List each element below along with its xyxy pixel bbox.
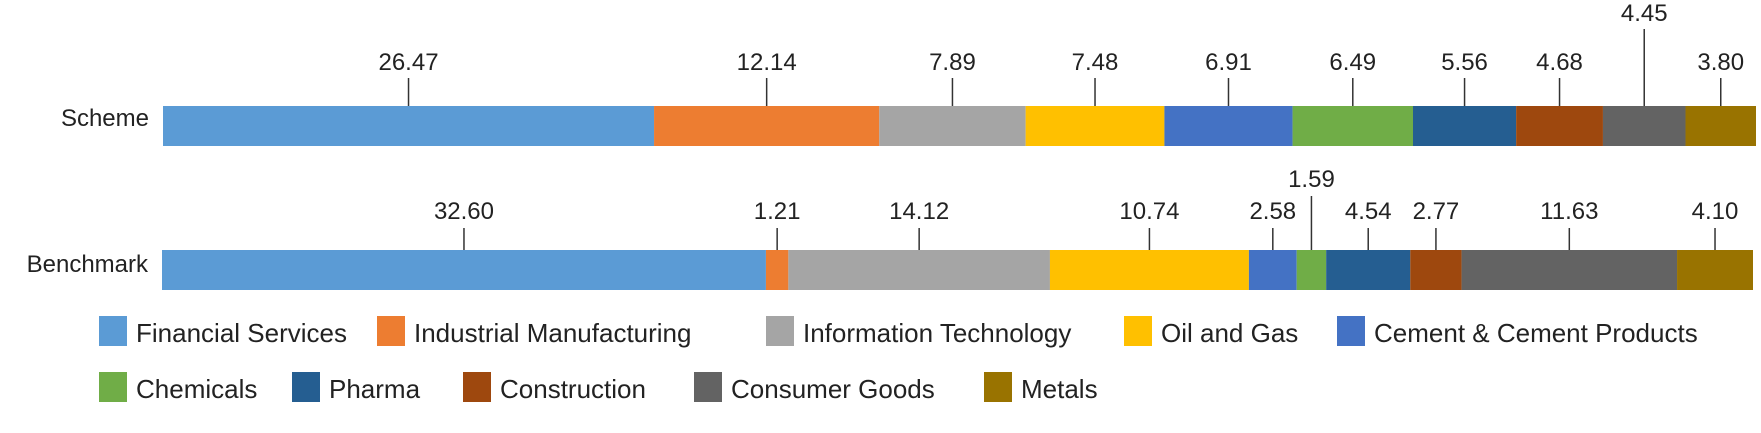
data-label-scheme-chemicals: 6.49 xyxy=(1329,49,1376,76)
data-label-benchmark-financial-services: 32.60 xyxy=(434,198,494,225)
legend-swatch-chemicals xyxy=(99,372,127,402)
bar-segment-scheme-information-technology xyxy=(879,106,1026,146)
bar-segment-benchmark-construction xyxy=(1410,250,1462,290)
legend-label-consumer-goods: Consumer Goods xyxy=(731,374,935,404)
legend-label-construction: Construction xyxy=(500,374,646,404)
bar-segment-benchmark-chemicals xyxy=(1296,250,1327,290)
legend-swatch-oil-and-gas xyxy=(1124,316,1152,346)
bar-segment-benchmark-consumer-goods xyxy=(1461,250,1678,290)
legend-swatch-financial-services xyxy=(99,316,127,346)
legend-swatch-metals xyxy=(984,372,1012,402)
category-label-scheme: Scheme xyxy=(61,105,149,132)
data-label-scheme-consumer-goods: 4.45 xyxy=(1621,0,1668,27)
legend-swatch-pharma xyxy=(292,372,320,402)
bar-segment-benchmark-metals xyxy=(1677,250,1753,290)
data-label-benchmark-metals: 4.10 xyxy=(1692,198,1739,225)
bar-segment-benchmark-information-technology xyxy=(788,250,1050,290)
legend-swatch-construction xyxy=(463,372,491,402)
bar-segment-scheme-oil-and-gas xyxy=(1025,106,1165,146)
data-label-scheme-financial-services: 26.47 xyxy=(378,49,438,76)
legend-label-information-technology: Information Technology xyxy=(803,318,1071,348)
legend-swatch-consumer-goods xyxy=(694,372,722,402)
data-label-benchmark-information-technology: 14.12 xyxy=(889,198,949,225)
bar-segment-scheme-financial-services xyxy=(163,106,655,146)
data-label-benchmark-consumer-goods: 11.63 xyxy=(1540,198,1598,225)
data-label-scheme-construction: 4.68 xyxy=(1536,49,1583,76)
legend-label-metals: Metals xyxy=(1021,374,1098,404)
bar-segment-scheme-cement-and-cement-products xyxy=(1164,106,1293,146)
legend-label-pharma: Pharma xyxy=(329,374,421,404)
data-label-benchmark-industrial-manufacturing: 1.21 xyxy=(754,198,801,225)
category-label-benchmark: Benchmark xyxy=(27,251,149,278)
legend-swatch-industrial-manufacturing xyxy=(377,316,405,346)
legend-swatch-cement-and-cement-products xyxy=(1337,316,1365,346)
legend-swatch-information-technology xyxy=(766,316,794,346)
bar-segment-benchmark-oil-and-gas xyxy=(1049,250,1249,290)
bar-segment-benchmark-industrial-manufacturing xyxy=(765,250,789,290)
bar-segment-scheme-chemicals xyxy=(1292,106,1413,146)
legend-label-chemicals: Chemicals xyxy=(136,374,257,404)
bar-segment-benchmark-pharma xyxy=(1326,250,1411,290)
bar-segment-scheme-pharma xyxy=(1412,106,1517,146)
data-label-benchmark-cement-and-cement-products: 2.58 xyxy=(1249,198,1296,225)
bar-segment-scheme-construction xyxy=(1516,106,1603,146)
legend-label-cement-and-cement-products: Cement & Cement Products xyxy=(1374,318,1698,348)
bar-segment-scheme-industrial-manufacturing xyxy=(654,106,880,146)
data-label-benchmark-pharma: 4.54 xyxy=(1345,198,1392,225)
data-label-scheme-metals: 3.80 xyxy=(1697,49,1744,76)
data-label-scheme-oil-and-gas: 7.48 xyxy=(1072,49,1119,76)
bar-segment-scheme-consumer-goods xyxy=(1602,106,1686,146)
data-label-scheme-information-technology: 7.89 xyxy=(929,49,976,76)
data-label-scheme-cement-and-cement-products: 6.91 xyxy=(1205,49,1252,76)
data-label-benchmark-construction: 2.77 xyxy=(1413,198,1460,225)
data-label-benchmark-oil-and-gas: 10.74 xyxy=(1119,198,1179,225)
legend-label-oil-and-gas: Oil and Gas xyxy=(1161,318,1298,348)
data-label-scheme-pharma: 5.56 xyxy=(1441,49,1488,76)
legend-label-industrial-manufacturing: Industrial Manufacturing xyxy=(414,318,691,348)
data-label-scheme-industrial-manufacturing: 12.14 xyxy=(737,49,797,76)
bar-segment-benchmark-financial-services xyxy=(162,250,766,290)
data-label-benchmark-chemicals: 1.59 xyxy=(1288,166,1335,193)
bar-segment-scheme-metals xyxy=(1685,106,1756,146)
legend-label-financial-services: Financial Services xyxy=(136,318,347,348)
bar-segment-benchmark-cement-and-cement-products xyxy=(1248,250,1297,290)
